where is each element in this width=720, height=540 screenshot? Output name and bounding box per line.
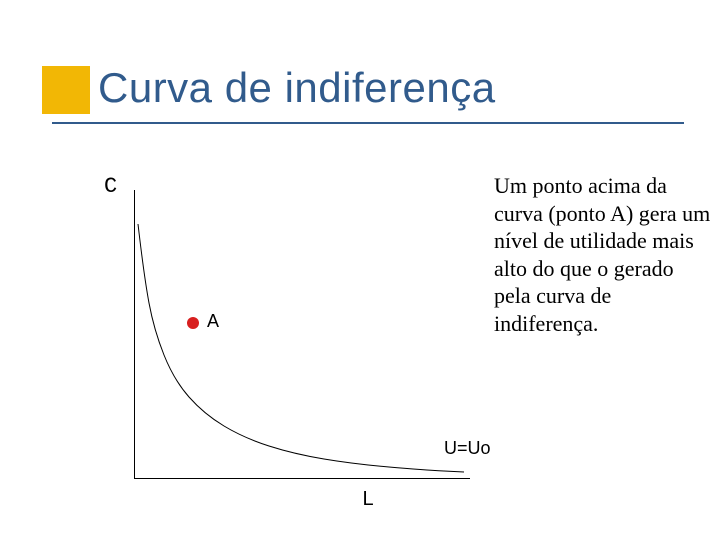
point-a-label: A: [207, 311, 219, 332]
indifference-curve-chart: C A U=Uo L: [98, 168, 478, 508]
indifference-curve: [138, 224, 464, 472]
curve-label: U=Uo: [444, 438, 491, 459]
page-title: Curva de indiferença: [98, 64, 496, 112]
body-paragraph: Um ponto acima da curva (ponto A) gera u…: [494, 172, 714, 337]
title-area: Curva de indiferença: [0, 64, 720, 144]
y-axis-label: C: [104, 174, 117, 199]
x-axis-label: L: [362, 488, 373, 511]
curve-svg: [134, 204, 474, 484]
point-a-marker: [187, 317, 199, 329]
title-bullet: [42, 66, 90, 114]
title-underline: [52, 122, 684, 124]
